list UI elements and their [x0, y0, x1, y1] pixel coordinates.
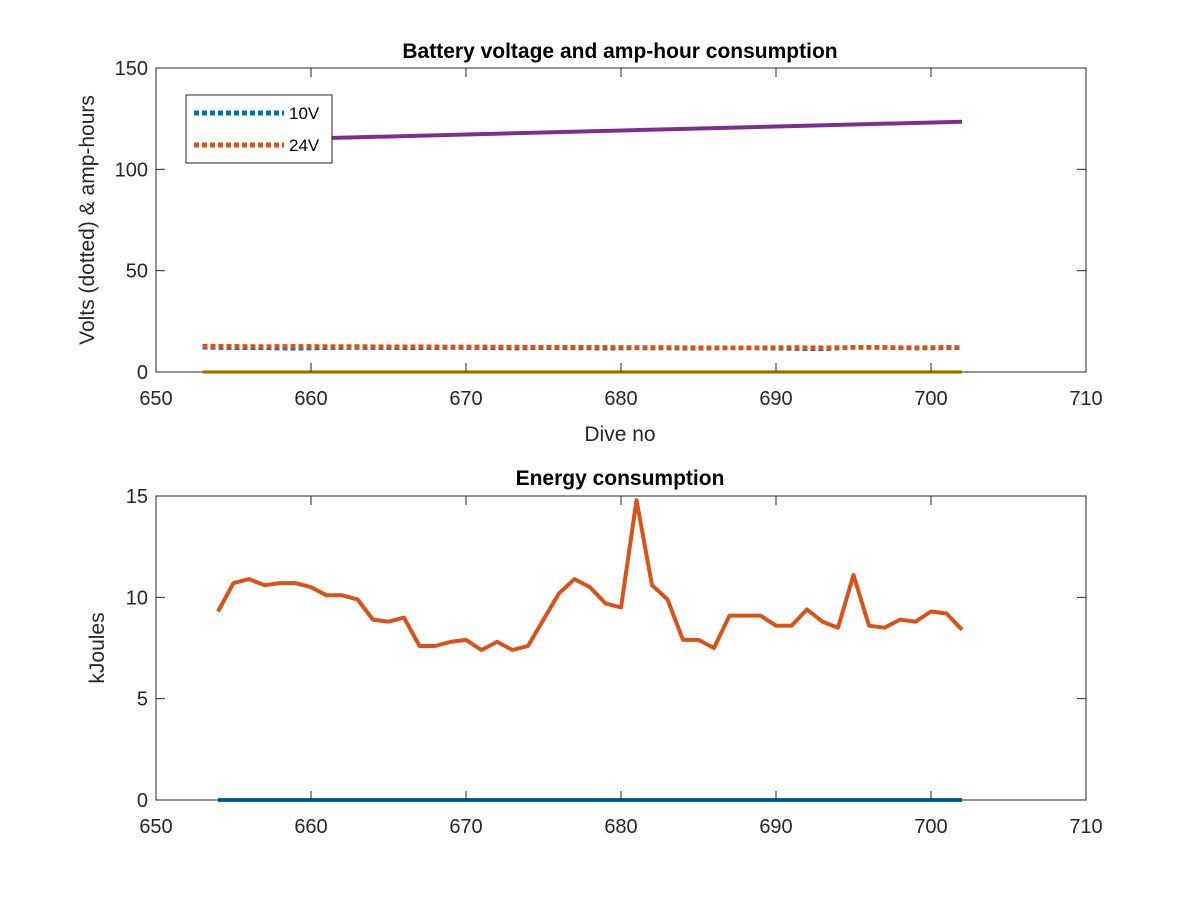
- energy-subplot: Energy consumption 650 660 670 680 690 700 710…: [86, 467, 1103, 838]
- x-tick-label: 650: [139, 816, 172, 838]
- x-tick-label: 690: [759, 816, 792, 838]
- energy-chart-title: Energy consumption: [516, 467, 725, 490]
- x-tick-label: 710: [1069, 816, 1102, 838]
- y-tick-label: 150: [115, 58, 148, 80]
- x-tick-label: 660: [294, 816, 327, 838]
- energy-energy-line: [216, 498, 964, 652]
- y-tick-label: 15: [126, 486, 148, 508]
- energy-axis-ticks: 650 660 670 680 690 700 710 0 5 10 15: [126, 486, 1103, 838]
- x-tick-label: 670: [449, 388, 482, 410]
- voltage-y-axis-label: Volts (dotted) & amp-hours: [76, 95, 99, 345]
- x-tick-label: 710: [1069, 388, 1102, 410]
- y-tick-label: 0: [137, 790, 148, 812]
- legend: 10V 24V: [185, 94, 333, 164]
- voltage-subplot: Battery voltage and amp-hour consumption…: [76, 40, 1103, 446]
- legend-box: [185, 94, 333, 164]
- voltage-series-24v-line: [202, 343, 963, 350]
- y-tick-label: 5: [137, 689, 148, 711]
- legend-label-10v: 10V: [289, 104, 320, 123]
- x-tick-label: 650: [139, 388, 172, 410]
- y-tick-label: 10: [126, 587, 148, 609]
- x-tick-label: 670: [449, 816, 482, 838]
- voltage-axis-ticks: 650 660 670 680 690 700 710 0 50 100 150: [115, 58, 1103, 410]
- x-tick-label: 680: [604, 816, 637, 838]
- energy-y-axis-label: kJoules: [86, 612, 109, 683]
- voltage-x-axis-label: Dive no: [584, 423, 655, 446]
- y-tick-label: 50: [126, 261, 148, 283]
- x-tick-label: 660: [294, 388, 327, 410]
- voltage-chart-title: Battery voltage and amp-hour consumption: [402, 40, 837, 63]
- voltage-amp-hours-line: [295, 119, 963, 141]
- y-tick-label: 100: [115, 159, 148, 181]
- x-tick-label: 700: [914, 816, 947, 838]
- x-tick-label: 700: [914, 388, 947, 410]
- legend-label-24v: 24V: [289, 136, 320, 155]
- x-tick-label: 690: [759, 388, 792, 410]
- y-tick-label: 0: [137, 362, 148, 384]
- x-tick-label: 680: [604, 388, 637, 410]
